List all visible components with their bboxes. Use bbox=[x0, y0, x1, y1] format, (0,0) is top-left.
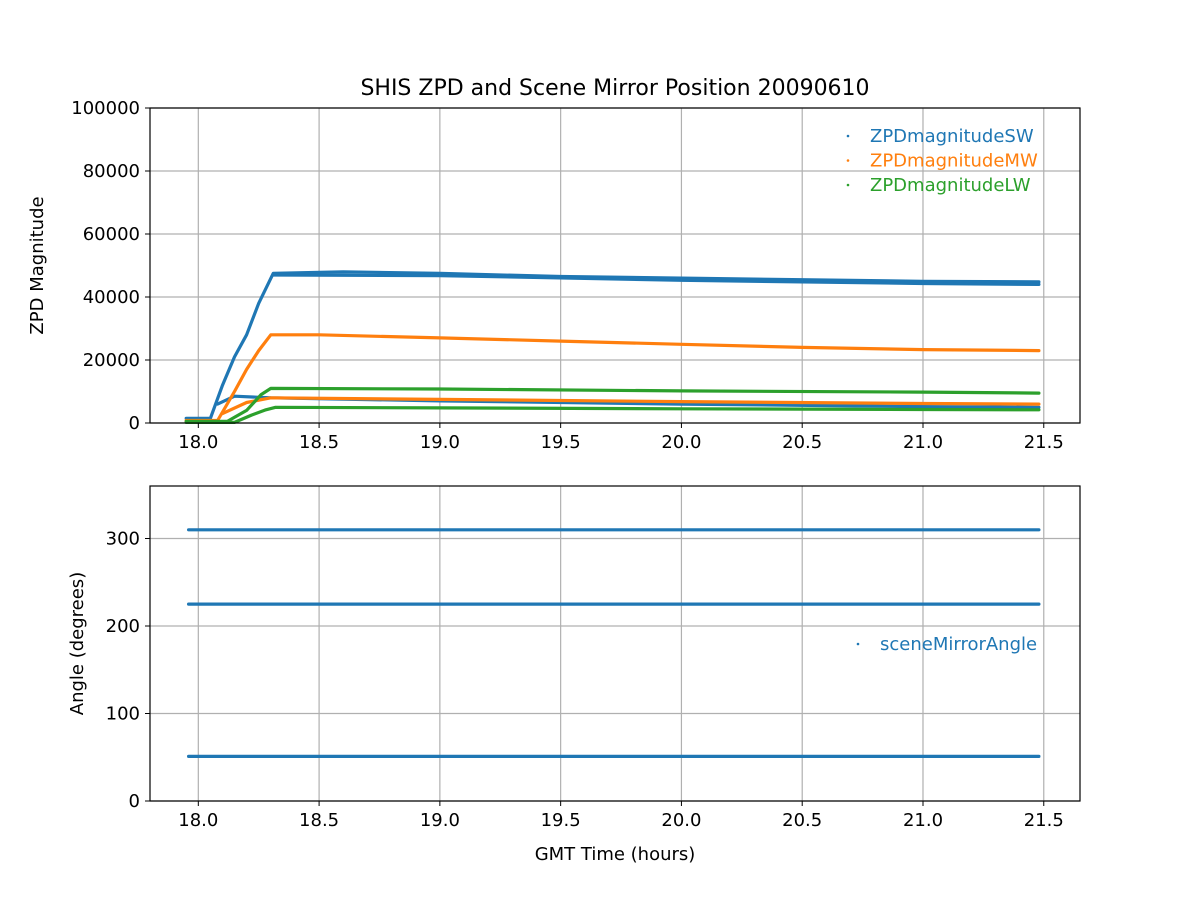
y-tick-label: 80000 bbox=[83, 161, 140, 182]
legend-label: ZPDmagnitudeLW bbox=[870, 175, 1031, 196]
legend-marker bbox=[856, 642, 860, 646]
x-tick-label: 18.0 bbox=[178, 432, 218, 453]
y-tick-label: 200 bbox=[106, 616, 140, 637]
x-tick-label: 20.0 bbox=[661, 810, 701, 831]
y-tick-label: 0 bbox=[129, 413, 140, 434]
x-tick-label: 21.5 bbox=[1024, 810, 1064, 831]
axes-frame bbox=[149, 485, 1081, 802]
axes-frame bbox=[149, 107, 1081, 424]
scene-mirror-angle-panel: 18.0 18.5 19.0 19.5 20.0 20.5 21.0 21.5 0 100 200 3… bbox=[67, 485, 1081, 865]
legend-marker bbox=[846, 159, 850, 162]
legend-label: sceneMirrorAngle bbox=[880, 634, 1037, 655]
y-tick-label: 0 bbox=[129, 791, 140, 812]
y-tick-label: 300 bbox=[106, 529, 140, 550]
series-trace-ZPDmagnitudeLW bbox=[184, 386, 1041, 423]
x-tick-label: 18.5 bbox=[299, 432, 339, 453]
x-axis-label: GMT Time (hours) bbox=[535, 844, 696, 865]
x-tick-label: 18.5 bbox=[299, 810, 339, 831]
x-tick-label: 20.0 bbox=[661, 432, 701, 453]
x-tick-label: 21.0 bbox=[903, 432, 943, 453]
series-trace-ZPDmagnitudeLW bbox=[184, 405, 1041, 424]
plot-area bbox=[187, 528, 1041, 758]
chart-title: SHIS ZPD and Scene Mirror Position 20090… bbox=[360, 76, 869, 101]
y-tick-label: 60000 bbox=[83, 224, 140, 245]
series-trace-ZPDmagnitudeMW bbox=[184, 333, 1041, 423]
series-trace-ZPDmagnitudeSW bbox=[184, 270, 1041, 420]
legend-label: ZPDmagnitudeMW bbox=[870, 151, 1038, 172]
y-axis-label: ZPD Magnitude bbox=[27, 196, 48, 334]
y-tick-label: 100 bbox=[106, 704, 140, 725]
legend: ZPDmagnitudeSW ZPDmagnitudeMW ZPDmagnitude… bbox=[846, 126, 1038, 196]
x-tick-label: 19.5 bbox=[541, 810, 581, 831]
x-tick-label: 21.0 bbox=[903, 810, 943, 831]
x-tick-label: 21.5 bbox=[1024, 432, 1064, 453]
y-axis-label: Angle (degrees) bbox=[67, 572, 88, 715]
legend-marker bbox=[846, 183, 850, 187]
zpd-magnitude-panel: 18.0 18.5 19.0 19.5 20.0 20.5 21.0 21.5 0 20000 40… bbox=[27, 98, 1081, 453]
x-tick-label: 20.5 bbox=[782, 810, 822, 831]
legend-label: ZPDmagnitudeSW bbox=[870, 126, 1034, 147]
plot-area bbox=[184, 270, 1041, 424]
x-tick-label: 19.0 bbox=[420, 810, 460, 831]
series-trace-ZPDmagnitudeMW bbox=[220, 396, 1041, 416]
x-tick-label: 20.5 bbox=[782, 432, 822, 453]
legend: sceneMirrorAngle bbox=[856, 634, 1037, 655]
y-tick-label: 40000 bbox=[83, 287, 140, 308]
y-tick-label: 20000 bbox=[83, 350, 140, 371]
x-tick-label: 19.0 bbox=[420, 432, 460, 453]
x-tick-label: 19.5 bbox=[541, 432, 581, 453]
y-tick-label: 100000 bbox=[71, 98, 140, 119]
x-tick-label: 18.0 bbox=[178, 810, 218, 831]
series-trace-ZPDmagnitudeSW bbox=[271, 273, 1041, 286]
legend-marker bbox=[846, 134, 850, 138]
